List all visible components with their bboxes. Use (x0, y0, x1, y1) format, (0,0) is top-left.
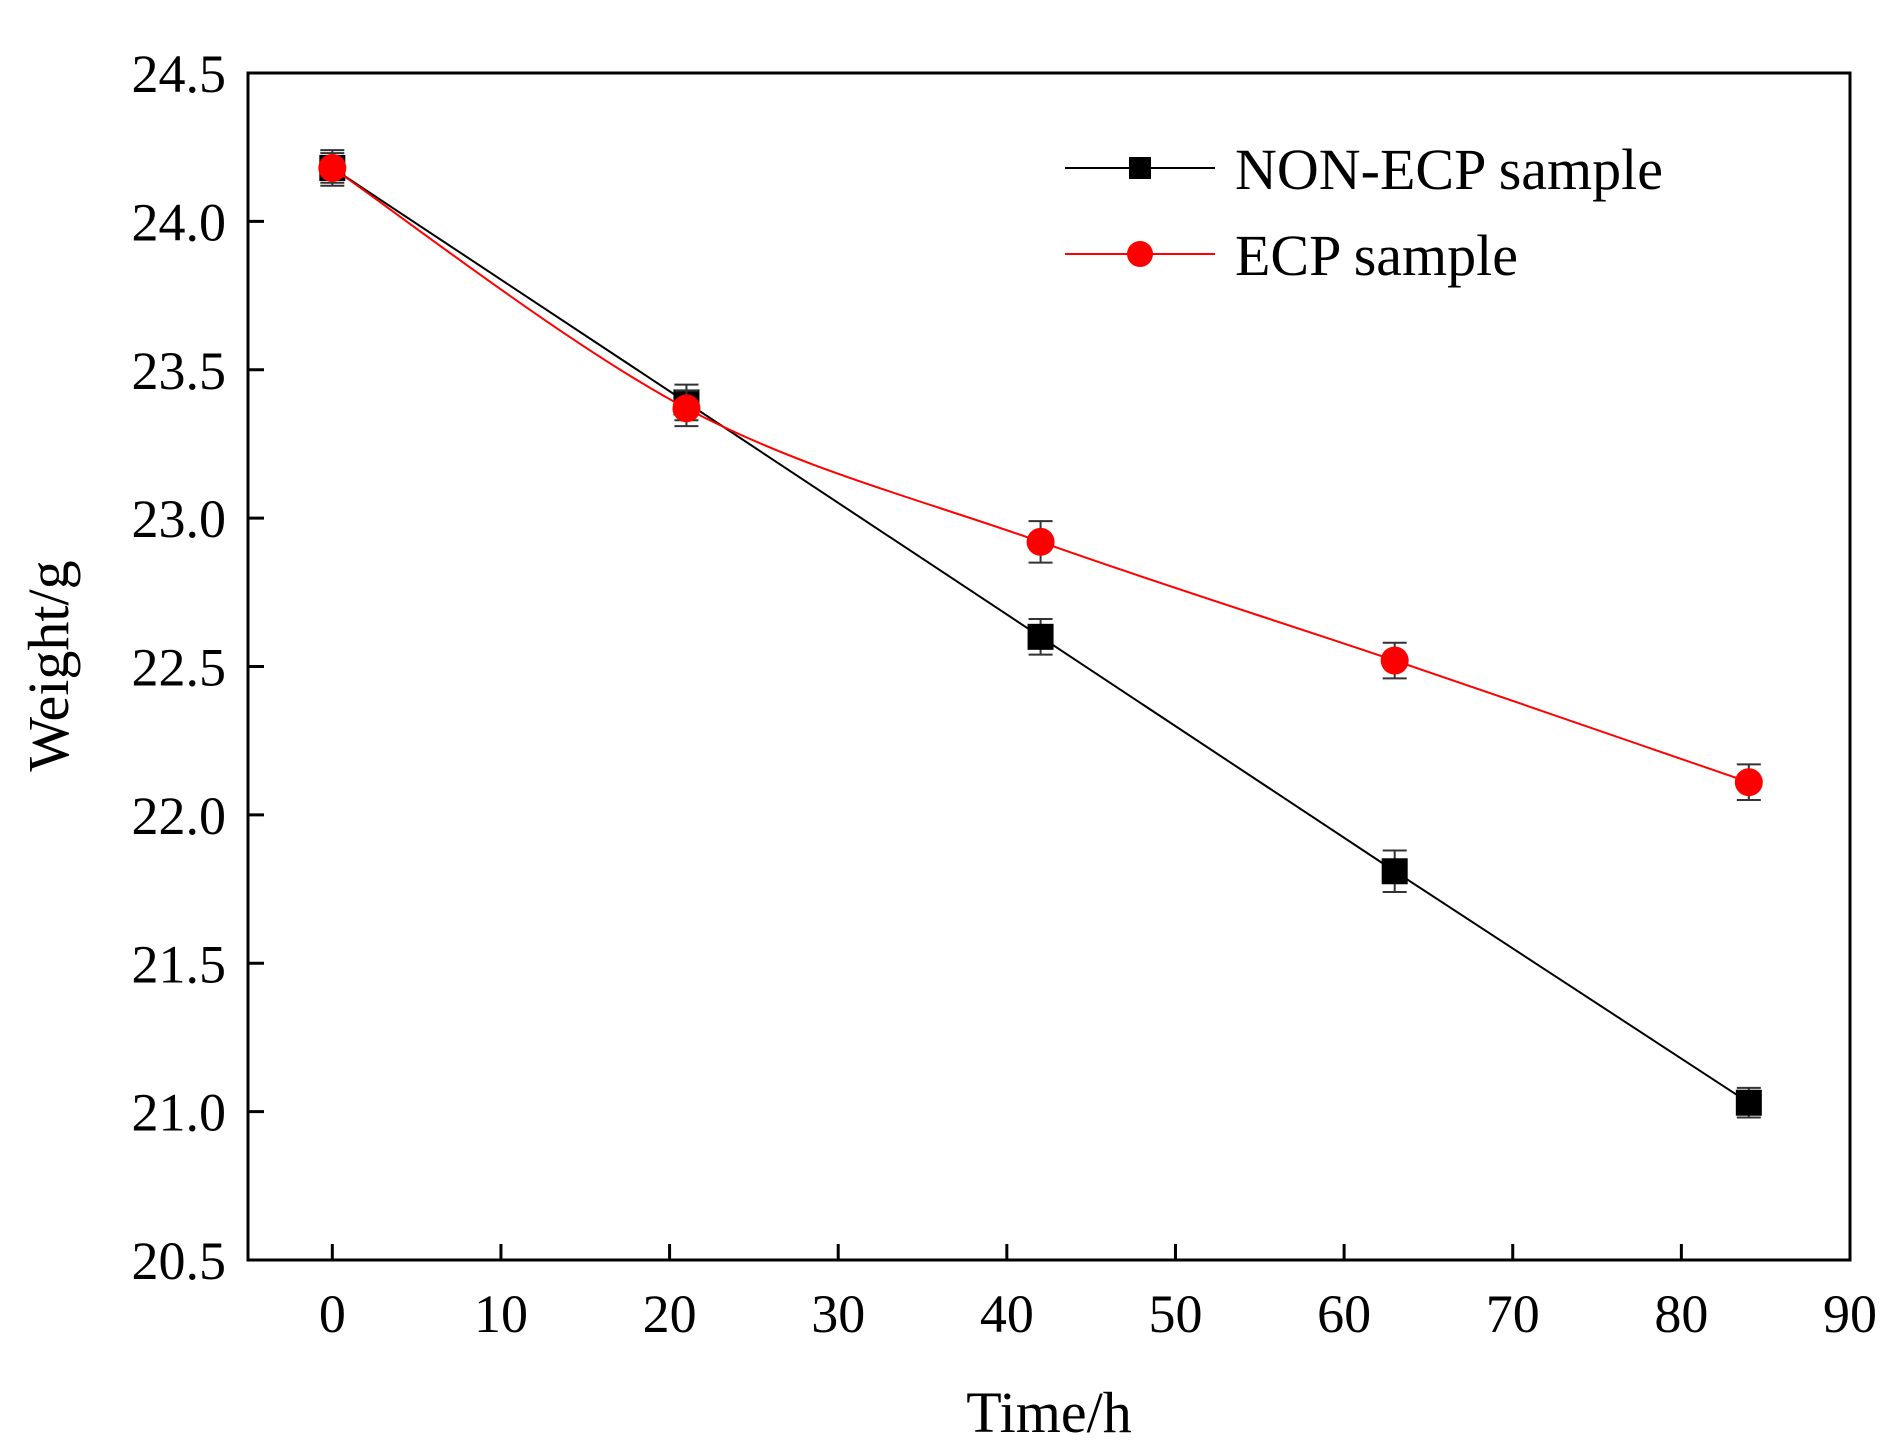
data-point-ecp (1380, 646, 1409, 675)
x-tick-label: 80 (1654, 1284, 1708, 1344)
legend-label-ecp: ECP sample (1235, 223, 1518, 288)
series-layer (318, 149, 1763, 1119)
y-tick-label: 21.5 (132, 934, 227, 994)
y-axis-label: Weight/g (16, 560, 81, 771)
x-tick-label: 30 (811, 1284, 865, 1344)
x-tick-label: 0 (319, 1284, 346, 1344)
y-tick-label: 24.0 (132, 192, 227, 252)
x-axis-ticks: 0 10 20 30 40 50 60 70 80 90 (319, 1244, 1877, 1344)
x-tick-label: 20 (643, 1284, 697, 1344)
y-tick-label: 20.5 (132, 1231, 227, 1291)
y-axis-ticks: 20.5 21.0 21.5 22.0 22.5 23.0 23.5 24.0 24.5 (132, 44, 264, 1291)
legend-marker-non-ecp (1129, 157, 1151, 179)
data-point-non-ecp (1735, 1089, 1762, 1116)
data-point-ecp (1026, 527, 1055, 556)
x-tick-label: 10 (474, 1284, 528, 1344)
legend-marker-ecp (1127, 241, 1153, 267)
series-line-ecp (331, 167, 1750, 784)
x-tick-label: 40 (980, 1284, 1034, 1344)
y-tick-label: 24.5 (132, 44, 227, 104)
series-ecp (318, 149, 1763, 802)
data-point-ecp (672, 394, 701, 423)
y-tick-label: 23.5 (132, 341, 227, 401)
x-tick-label: 70 (1486, 1284, 1540, 1344)
data-point-non-ecp (1381, 858, 1408, 885)
y-tick-label: 23.0 (132, 489, 227, 549)
data-point-non-ecp (1027, 623, 1054, 650)
plot-area-frame (246, 71, 1852, 1262)
data-point-ecp (1734, 768, 1763, 797)
x-tick-label: 90 (1823, 1284, 1877, 1344)
y-tick-label: 21.0 (132, 1083, 227, 1143)
series-non-ecp (319, 152, 1762, 1119)
data-point-ecp (318, 153, 347, 182)
y-tick-label: 22.5 (132, 638, 227, 698)
y-tick-label: 22.0 (132, 786, 227, 846)
x-tick-label: 60 (1317, 1284, 1371, 1344)
x-tick-label: 50 (1148, 1284, 1202, 1344)
legend: NON-ECP sample ECP sample (1065, 137, 1663, 288)
x-axis-label: Time/h (966, 1380, 1131, 1445)
legend-label-non-ecp: NON-ECP sample (1235, 137, 1663, 202)
